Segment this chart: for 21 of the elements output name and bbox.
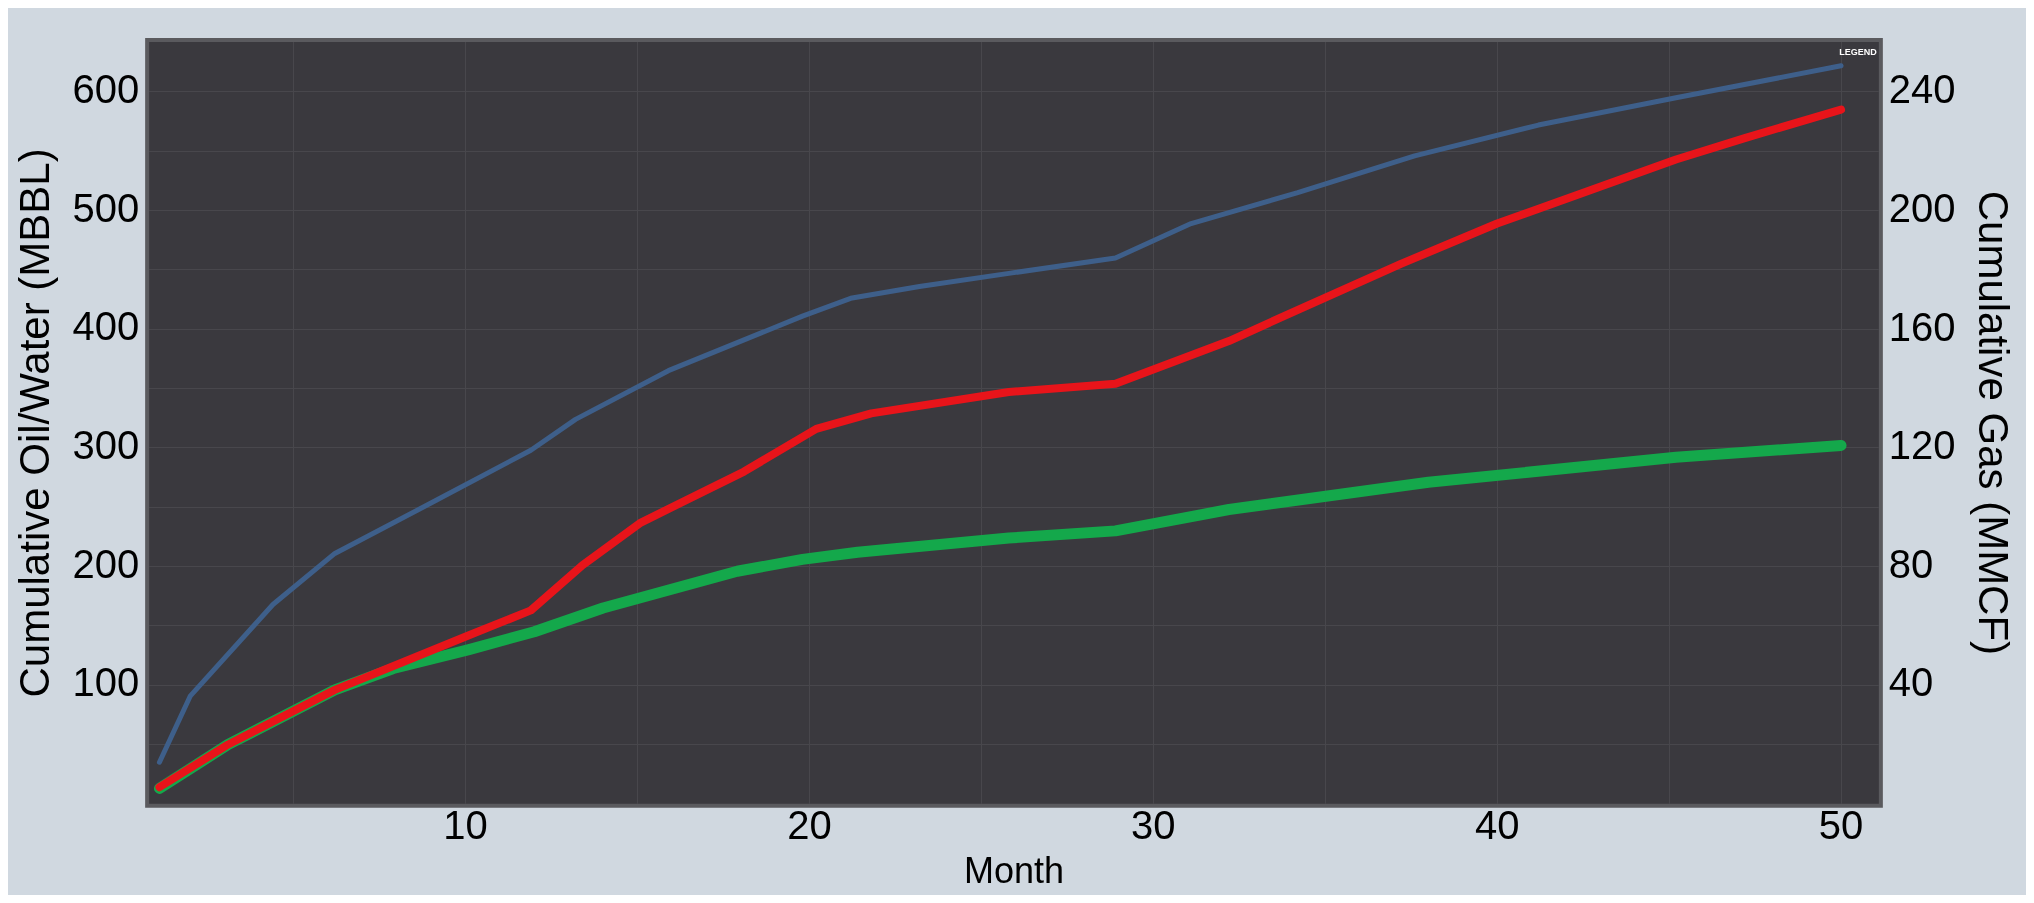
y-axis-title: Cumulative Oil/Water (MBBL) [10,148,58,698]
y2-tick-label: 80 [1888,541,1934,586]
annotation: LEGEND [1839,46,1878,57]
y2-tick-label: 120 [1888,423,1956,468]
y-tick-label: 600 [72,66,140,111]
y-tick-label: 100 [72,660,140,705]
y2-axis-title: Cumulative Gas (MMCF) [1970,190,2018,656]
x-tick-label: 40 [1474,802,1520,847]
x-axis-title: Month [963,850,1065,892]
y2-tick-label: 160 [1888,304,1956,349]
y-tick-label: 200 [72,541,140,586]
y-tick-label: 500 [72,185,140,230]
x-tick-label: 10 [443,802,488,847]
y-tick-label: 400 [72,304,140,349]
x-tick-label: 30 [1131,802,1176,847]
y-tick-label: 300 [72,422,140,467]
x-tick-label: 50 [1818,802,1864,847]
y2-tick-label: 240 [1888,67,1956,112]
y2-tick-label: 40 [1888,660,1934,705]
x-tick-label: 20 [787,802,832,847]
y2-tick-label: 200 [1888,185,1956,230]
